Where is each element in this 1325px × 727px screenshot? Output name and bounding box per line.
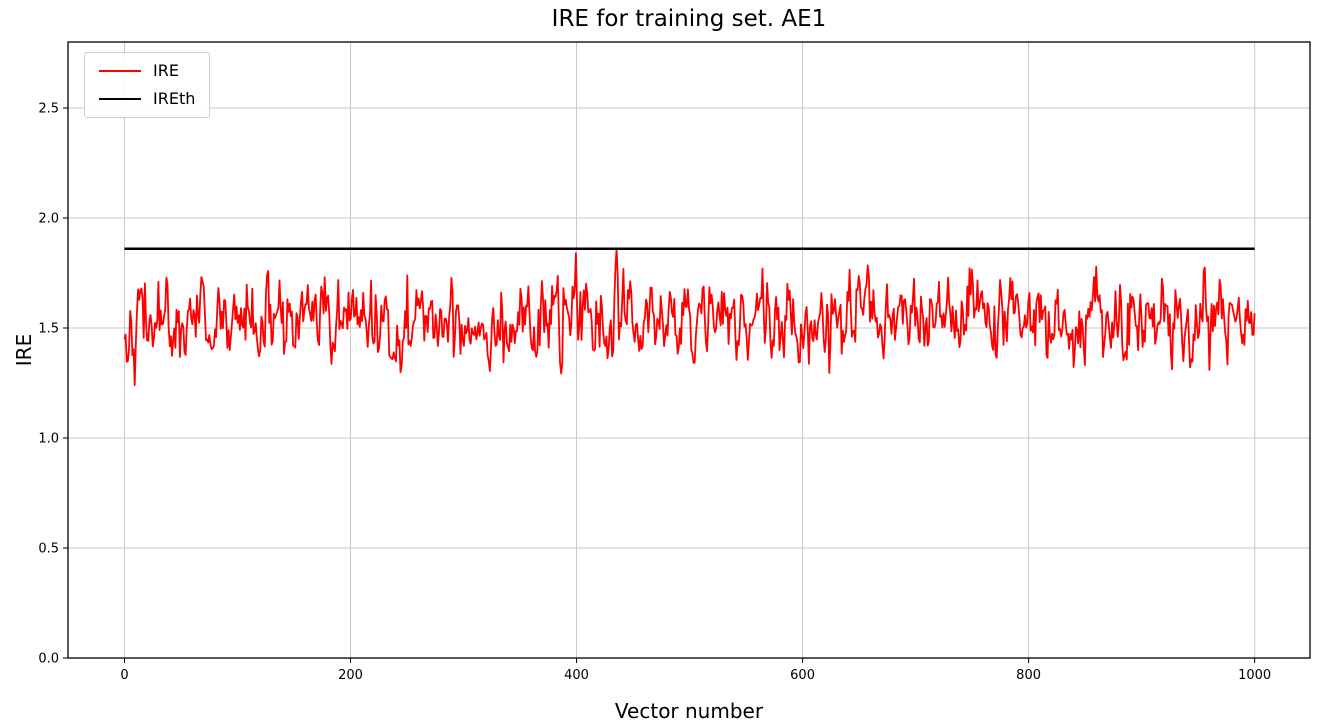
svg-text:2.0: 2.0 <box>38 212 59 227</box>
svg-text:1.0: 1.0 <box>38 432 59 447</box>
legend-item-ireth: IREth <box>99 91 195 107</box>
chart-title: IRE for training set. AE1 <box>551 6 827 32</box>
ire-line-swatch <box>99 69 141 73</box>
svg-text:400: 400 <box>564 668 589 683</box>
legend-item-ire: IRE <box>99 63 195 79</box>
svg-text:600: 600 <box>790 668 815 683</box>
legend-label-ire: IRE <box>153 61 179 80</box>
legend: IRE IREth <box>84 52 211 118</box>
svg-text:800: 800 <box>1016 668 1041 683</box>
x-axis-label: Vector number <box>614 699 764 723</box>
svg-text:0: 0 <box>120 668 128 683</box>
svg-text:0.0: 0.0 <box>38 652 59 667</box>
ireth-line-swatch <box>99 97 141 101</box>
svg-text:200: 200 <box>338 668 363 683</box>
legend-label-ireth: IREth <box>153 89 196 108</box>
svg-text:0.5: 0.5 <box>38 542 59 557</box>
svg-text:1.5: 1.5 <box>38 322 59 337</box>
svg-text:2.5: 2.5 <box>38 102 59 117</box>
svg-text:1000: 1000 <box>1238 668 1271 683</box>
y-axis-label: IRE <box>12 333 36 367</box>
